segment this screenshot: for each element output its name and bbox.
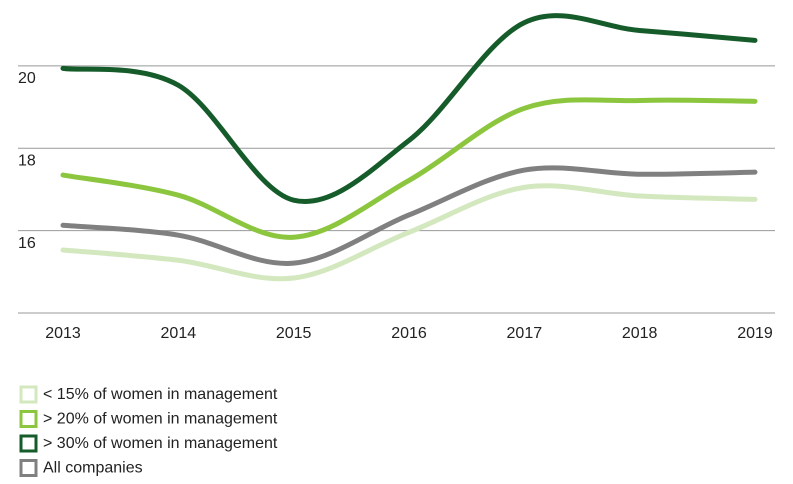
- legend-swatch: [19, 434, 38, 453]
- x-tick-label: 2014: [161, 325, 197, 342]
- legend-label: > 30% of women in management: [43, 435, 278, 452]
- x-tick-label: 2016: [391, 325, 427, 342]
- x-tick-label: 2018: [622, 325, 658, 342]
- x-tick-label: 2019: [737, 325, 773, 342]
- legend-swatch: [19, 385, 38, 404]
- x-tick-label: 2015: [276, 325, 312, 342]
- series-line: [60, 183, 758, 282]
- series-line: [60, 165, 758, 266]
- x-tick-label: 2013: [45, 325, 81, 342]
- legend-label: < 15% of women in management: [43, 386, 278, 403]
- legend-label: All companies: [43, 460, 143, 477]
- legend-swatch: [19, 459, 38, 477]
- legend-label: > 20% of women in management: [43, 411, 278, 428]
- y-tick-label: 18: [18, 152, 36, 169]
- legend-swatch: [19, 410, 38, 428]
- y-tick-label: 20: [18, 70, 36, 87]
- series-line: [60, 13, 758, 204]
- y-tick-label: 16: [18, 235, 36, 252]
- x-tick-label: 2017: [507, 325, 543, 342]
- series-line: [60, 97, 758, 240]
